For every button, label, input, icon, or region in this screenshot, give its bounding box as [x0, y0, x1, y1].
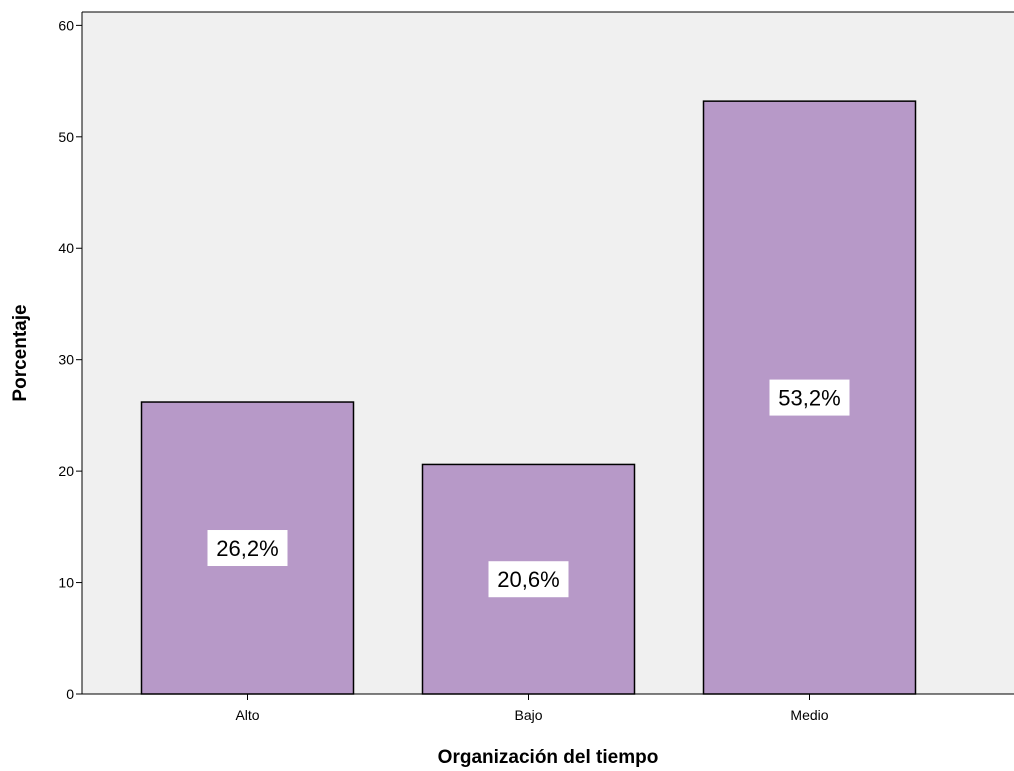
data-label-bajo: 20,6% — [488, 561, 569, 598]
y-tick-label: 40 — [58, 240, 74, 256]
y-tick-label: 20 — [58, 463, 74, 479]
x-axis-title: Organización del tiempo — [438, 747, 659, 768]
data-label-box — [769, 379, 850, 416]
x-tick-label: Alto — [235, 707, 259, 723]
y-tick-label: 50 — [58, 129, 74, 145]
y-tick-label: 30 — [58, 352, 74, 368]
data-label-text: 26,2% — [216, 536, 278, 561]
data-label-box — [207, 530, 288, 567]
data-labels-layer: 26,2% 20,6% 53,2% — [207, 379, 850, 598]
y-axis-title: Porcentaje — [10, 304, 31, 401]
data-label-text: 53,2% — [778, 386, 840, 411]
x-tick-label: Medio — [790, 707, 828, 723]
data-label-medio: 53,2% — [769, 379, 850, 416]
y-tick-label: 0 — [66, 686, 74, 702]
data-label-alto: 26,2% — [207, 530, 288, 567]
data-label-box — [488, 561, 569, 598]
y-axis-ticks: 0 10 20 30 40 50 60 — [58, 17, 82, 702]
data-label-text: 20,6% — [497, 567, 559, 592]
y-tick-label: 10 — [58, 575, 74, 591]
x-axis-ticks: Alto Bajo Medio — [235, 694, 829, 723]
y-tick-label: 60 — [58, 17, 74, 33]
x-tick-label: Bajo — [514, 707, 542, 723]
